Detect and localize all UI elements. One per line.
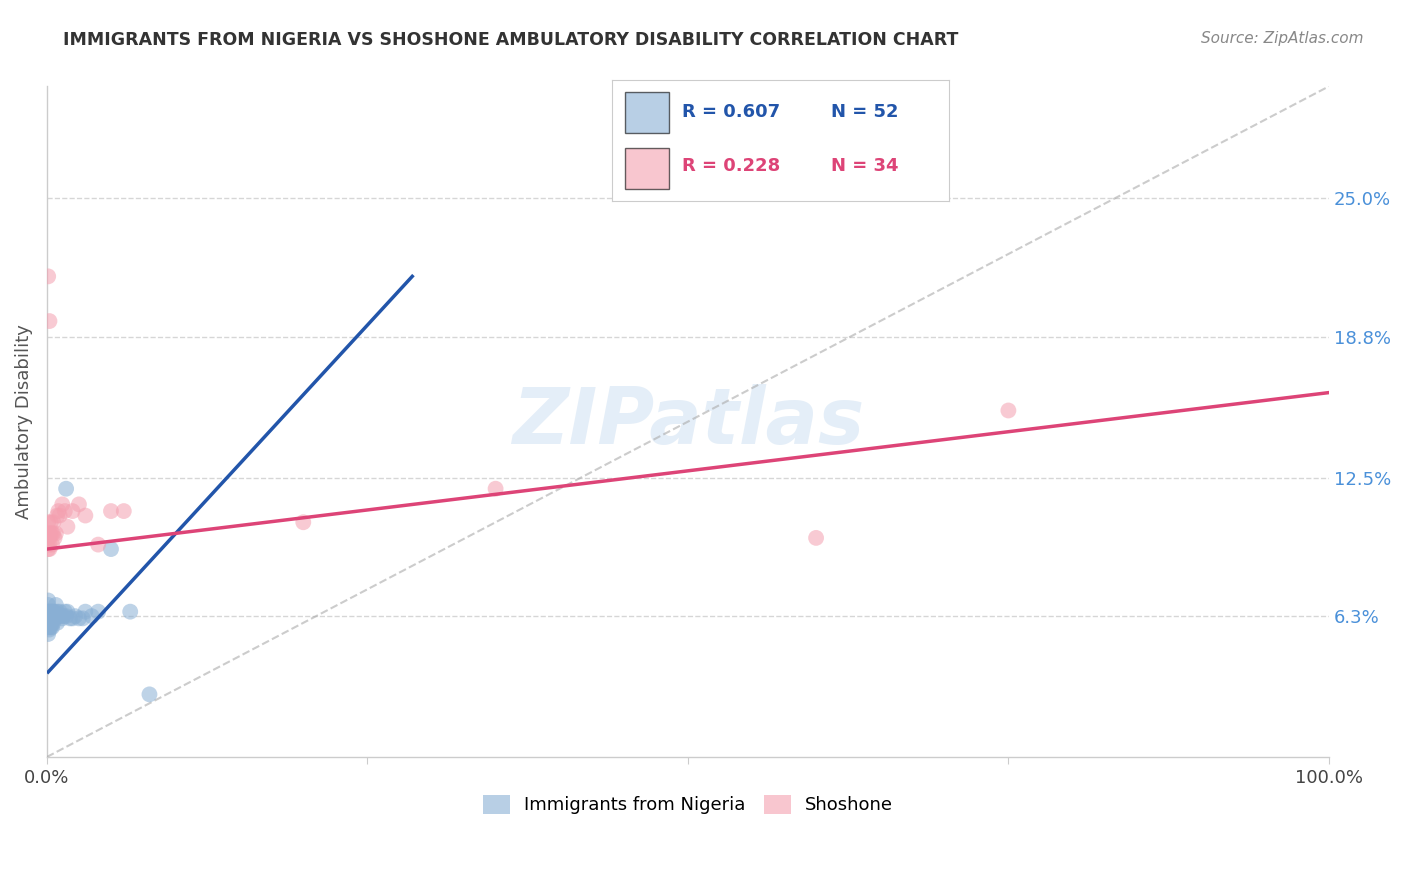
Point xyxy=(38,623,60,637)
Point xyxy=(41,615,63,630)
Point xyxy=(44,611,66,625)
Point xyxy=(55,482,77,496)
Point xyxy=(39,620,62,634)
Point xyxy=(37,598,59,612)
Point xyxy=(37,515,59,529)
Point xyxy=(42,605,65,619)
Legend: Immigrants from Nigeria, Shoshone: Immigrants from Nigeria, Shoshone xyxy=(475,788,900,822)
Point xyxy=(38,538,60,552)
Point xyxy=(41,605,63,619)
Point xyxy=(53,605,76,619)
Point xyxy=(38,611,60,625)
Point xyxy=(37,609,59,624)
Point xyxy=(37,605,59,619)
Point xyxy=(38,605,60,619)
Point xyxy=(37,627,59,641)
Text: Source: ZipAtlas.com: Source: ZipAtlas.com xyxy=(1201,31,1364,46)
Point xyxy=(37,593,59,607)
Point xyxy=(484,482,506,496)
Point xyxy=(62,504,84,518)
Point xyxy=(997,403,1019,417)
Point xyxy=(45,609,67,624)
Text: ZIPatlas: ZIPatlas xyxy=(512,384,865,459)
Point xyxy=(41,620,63,634)
Point xyxy=(45,598,67,612)
Point xyxy=(56,519,79,533)
Text: R = 0.607: R = 0.607 xyxy=(682,103,780,121)
Point xyxy=(39,515,62,529)
Point xyxy=(138,687,160,701)
Point xyxy=(67,497,90,511)
Point xyxy=(38,314,60,328)
Point xyxy=(56,605,79,619)
Point xyxy=(72,611,94,625)
Point xyxy=(53,504,76,518)
Point xyxy=(41,526,63,541)
Point xyxy=(38,615,60,630)
Point xyxy=(41,538,63,552)
Point xyxy=(48,609,70,624)
Point xyxy=(48,504,70,518)
Point xyxy=(63,609,86,624)
Point xyxy=(37,615,59,630)
Point xyxy=(37,620,59,634)
Y-axis label: Ambulatory Disability: Ambulatory Disability xyxy=(15,324,32,519)
Point xyxy=(55,609,77,624)
Point xyxy=(37,542,59,557)
Point xyxy=(87,605,110,619)
Point xyxy=(42,609,65,624)
Text: R = 0.228: R = 0.228 xyxy=(682,157,780,176)
Point xyxy=(38,526,60,541)
Point xyxy=(120,605,142,619)
Point xyxy=(37,531,59,545)
Point xyxy=(37,526,59,541)
Point xyxy=(804,531,827,545)
Point xyxy=(39,605,62,619)
Point xyxy=(51,611,73,625)
Point xyxy=(292,515,315,529)
Point xyxy=(39,615,62,630)
Point xyxy=(46,615,69,630)
Point xyxy=(39,526,62,541)
Point xyxy=(48,508,70,523)
Point xyxy=(38,609,60,624)
Point xyxy=(87,538,110,552)
Point xyxy=(42,515,65,529)
Point xyxy=(49,609,72,624)
Point xyxy=(48,605,70,619)
Point xyxy=(39,609,62,624)
Point xyxy=(80,609,103,624)
Point xyxy=(100,542,122,557)
Point xyxy=(37,269,59,284)
FancyBboxPatch shape xyxy=(626,92,669,133)
Point xyxy=(39,611,62,625)
Point xyxy=(41,609,63,624)
Point xyxy=(44,605,66,619)
Point xyxy=(75,508,97,523)
Point xyxy=(38,542,60,557)
Point xyxy=(67,611,90,625)
Text: N = 52: N = 52 xyxy=(831,103,898,121)
Point xyxy=(52,609,75,624)
Point xyxy=(44,531,66,545)
Point xyxy=(42,615,65,630)
Point xyxy=(37,611,59,625)
FancyBboxPatch shape xyxy=(626,148,669,188)
Point xyxy=(46,605,69,619)
Point xyxy=(112,504,135,518)
Point xyxy=(45,526,67,541)
Point xyxy=(46,508,69,523)
Point xyxy=(51,497,73,511)
Point xyxy=(62,611,84,625)
Text: IMMIGRANTS FROM NIGERIA VS SHOSHONE AMBULATORY DISABILITY CORRELATION CHART: IMMIGRANTS FROM NIGERIA VS SHOSHONE AMBU… xyxy=(63,31,959,49)
Point xyxy=(59,611,82,625)
Point xyxy=(38,620,60,634)
Point xyxy=(42,526,65,541)
Text: N = 34: N = 34 xyxy=(831,157,898,176)
Point xyxy=(100,504,122,518)
Point xyxy=(75,605,97,619)
Point xyxy=(38,531,60,545)
